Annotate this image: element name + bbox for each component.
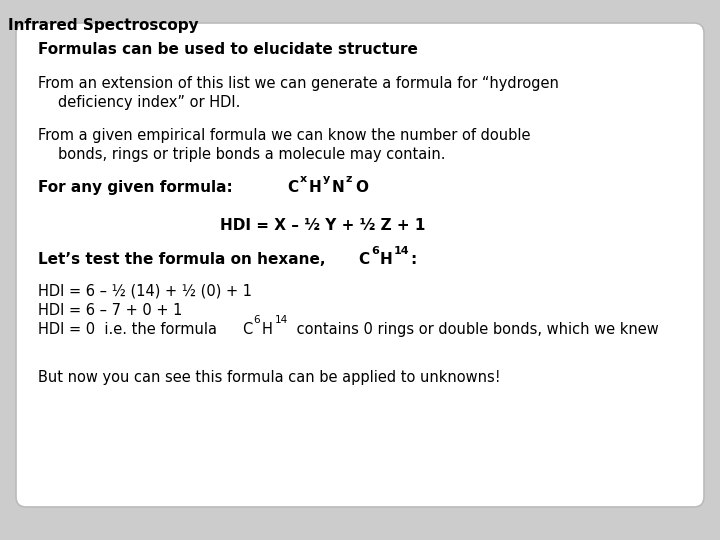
Text: C: C xyxy=(358,252,369,267)
Text: HDI = 6 – 7 + 0 + 1: HDI = 6 – 7 + 0 + 1 xyxy=(38,303,182,318)
Text: Infrared Spectroscopy: Infrared Spectroscopy xyxy=(8,18,199,33)
Text: From an extension of this list we can generate a formula for “hydrogen: From an extension of this list we can ge… xyxy=(38,76,559,91)
Text: From a given empirical formula we can know the number of double: From a given empirical formula we can kn… xyxy=(38,128,531,143)
Text: x: x xyxy=(300,174,307,184)
Text: H: H xyxy=(309,180,322,195)
Text: 6: 6 xyxy=(371,246,379,256)
Text: 14: 14 xyxy=(275,315,288,325)
Text: H: H xyxy=(262,322,273,337)
Text: H: H xyxy=(380,252,392,267)
Text: Formulas can be used to elucidate structure: Formulas can be used to elucidate struct… xyxy=(38,42,418,57)
Text: But now you can see this formula can be applied to unknowns!: But now you can see this formula can be … xyxy=(38,370,500,385)
Text: 14: 14 xyxy=(394,246,410,256)
Text: Let’s test the formula on hexane,: Let’s test the formula on hexane, xyxy=(38,252,330,267)
Text: N: N xyxy=(332,180,345,195)
Text: :: : xyxy=(410,252,416,267)
Text: y: y xyxy=(323,174,330,184)
Text: C: C xyxy=(287,180,298,195)
Text: HDI = 6 – ½ (14) + ½ (0) + 1: HDI = 6 – ½ (14) + ½ (0) + 1 xyxy=(38,284,252,299)
Text: O: O xyxy=(355,180,368,195)
Text: z: z xyxy=(346,174,352,184)
Text: deficiency index” or HDI.: deficiency index” or HDI. xyxy=(58,95,240,110)
Text: C: C xyxy=(242,322,252,337)
Text: 6: 6 xyxy=(253,315,260,325)
FancyBboxPatch shape xyxy=(16,23,704,507)
Text: For any given formula:: For any given formula: xyxy=(38,180,243,195)
Text: bonds, rings or triple bonds a molecule may contain.: bonds, rings or triple bonds a molecule … xyxy=(58,147,446,162)
Text: contains 0 rings or double bonds, which we knew: contains 0 rings or double bonds, which … xyxy=(292,322,659,337)
Text: HDI = 0  i.e. the formula: HDI = 0 i.e. the formula xyxy=(38,322,222,337)
Text: HDI = X – ½ Y + ½ Z + 1: HDI = X – ½ Y + ½ Z + 1 xyxy=(220,218,426,233)
